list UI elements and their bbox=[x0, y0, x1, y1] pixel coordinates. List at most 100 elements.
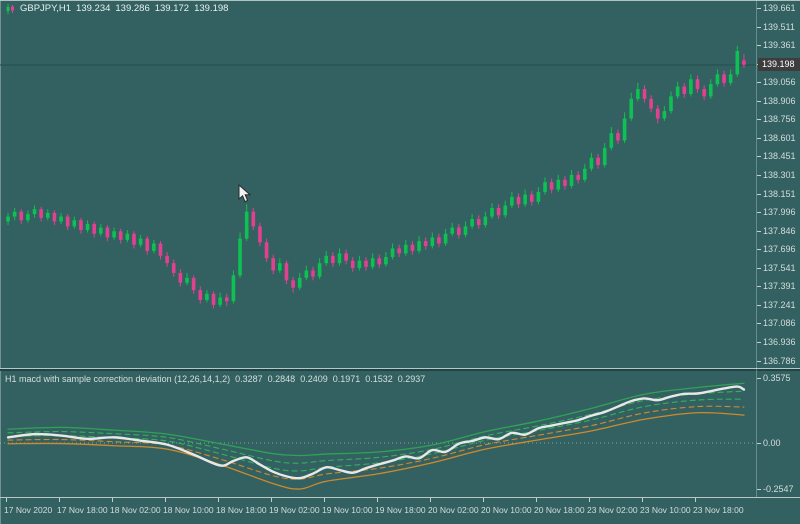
axis-tick bbox=[757, 82, 761, 84]
axis-tick bbox=[757, 267, 761, 269]
price-axis-label: 138.301 bbox=[763, 169, 796, 180]
price-axis-label: 138.906 bbox=[763, 95, 796, 106]
indicator-title: H1 macd with sample correction deviation… bbox=[5, 374, 231, 384]
indicator-value-3: 0.2409 bbox=[300, 374, 328, 384]
indicator-axis-label: -0.2547 bbox=[763, 484, 794, 494]
price-axis-label: 137.541 bbox=[763, 262, 796, 273]
time-tick bbox=[642, 498, 643, 502]
indicator-line-upper-band bbox=[7, 382, 745, 457]
price-axis-label: 137.391 bbox=[763, 281, 796, 292]
indicator-canvas bbox=[0, 382, 756, 490]
time-tick bbox=[324, 498, 325, 502]
time-axis-label: 23 Nov 18:00 bbox=[693, 505, 744, 515]
axis-tick bbox=[757, 230, 761, 232]
quote-open: 139.234 bbox=[76, 3, 111, 14]
indicator-axis-label: 0.3575 bbox=[763, 373, 791, 383]
time-tick bbox=[483, 498, 484, 502]
time-tick bbox=[589, 498, 590, 502]
price-axis-label: 137.996 bbox=[763, 207, 796, 218]
axis-tick bbox=[757, 249, 761, 251]
time-tick bbox=[271, 498, 272, 502]
price-axis[interactable]: 139.198 139.661139.511139.361139.211139.… bbox=[756, 0, 800, 497]
axis-tick bbox=[757, 8, 761, 9]
axis-tick bbox=[757, 174, 761, 176]
time-axis-label: 19 Nov 10:00 bbox=[322, 505, 373, 515]
candlestick-icon bbox=[5, 3, 15, 14]
time-axis-label: 23 Nov 10:00 bbox=[640, 505, 691, 515]
quote-symbol: GBPJPY,H1 bbox=[20, 3, 72, 14]
time-tick bbox=[59, 498, 60, 502]
axis-tick bbox=[757, 323, 761, 325]
price-axis-label: 138.451 bbox=[763, 151, 796, 162]
price-chart-area[interactable] bbox=[0, 0, 756, 368]
current-price-tag: 139.198 bbox=[758, 57, 800, 71]
price-axis-label: 138.151 bbox=[763, 188, 796, 199]
indicator-value-1: 0.3287 bbox=[235, 374, 263, 384]
axis-tick bbox=[757, 341, 761, 343]
current-price-value: 139.198 bbox=[762, 58, 795, 69]
indicator-value-6: 0.2937 bbox=[397, 374, 426, 384]
candlestick-series bbox=[6, 45, 746, 309]
price-axis-label: 137.696 bbox=[763, 244, 796, 255]
time-axis-label: 17 Nov 2020 bbox=[4, 505, 53, 515]
price-axis-label: 139.661 bbox=[763, 3, 796, 13]
indicator-value-2: 0.2848 bbox=[267, 374, 296, 384]
quote-high: 139.286 bbox=[115, 3, 150, 14]
axis-tick bbox=[757, 286, 761, 288]
axis-tick bbox=[757, 304, 761, 306]
price-axis-label: 139.511 bbox=[763, 21, 795, 32]
time-axis-label: 19 Nov 02:00 bbox=[269, 505, 320, 515]
axis-tick bbox=[757, 442, 761, 444]
price-axis-label: 138.756 bbox=[763, 114, 796, 125]
time-tick bbox=[165, 498, 166, 502]
axis-tick bbox=[757, 378, 761, 379]
axis-tick bbox=[757, 193, 761, 195]
price-axis-label: 136.786 bbox=[763, 355, 796, 366]
price-axis-label: 139.361 bbox=[763, 40, 796, 51]
axis-tick bbox=[757, 100, 761, 102]
time-axis-label: 18 Nov 02:00 bbox=[110, 505, 161, 515]
indicator-value-5: 0.1532 bbox=[365, 374, 393, 384]
time-axis-label: 18 Nov 18:00 bbox=[216, 505, 267, 515]
quote-low: 139.172 bbox=[154, 3, 190, 14]
price-axis-label: 136.936 bbox=[763, 336, 796, 347]
time-axis-label: 20 Nov 02:00 bbox=[428, 505, 479, 515]
indicator-axis-label: 0.00 bbox=[763, 437, 781, 448]
axis-tick bbox=[757, 489, 761, 490]
indicator-line-lower-mid-band bbox=[7, 405, 745, 480]
time-tick bbox=[6, 498, 7, 502]
time-tick bbox=[695, 498, 696, 502]
indicator-value-4: 0.1971 bbox=[332, 374, 361, 384]
time-axis[interactable]: 17 Nov 2020 17 Nov 18:00 18 Nov 02:00 18 No… bbox=[0, 497, 800, 524]
axis-tick bbox=[757, 156, 761, 158]
time-axis-label: 20 Nov 10:00 bbox=[481, 505, 532, 515]
indicator-label: H1 macd with sample correction deviation… bbox=[5, 374, 425, 384]
time-axis-label: 17 Nov 18:00 bbox=[57, 505, 108, 515]
time-axis-label: 18 Nov 10:00 bbox=[163, 505, 214, 515]
quote-close: 139.198 bbox=[194, 3, 229, 14]
time-tick bbox=[430, 498, 431, 502]
price-axis-label: 137.846 bbox=[763, 225, 796, 236]
price-axis-label: 138.601 bbox=[763, 132, 796, 143]
time-tick bbox=[218, 498, 219, 502]
axis-tick bbox=[757, 212, 761, 214]
indicator-window[interactable] bbox=[0, 371, 756, 497]
axis-tick bbox=[757, 360, 761, 362]
axis-tick bbox=[757, 26, 761, 28]
price-axis-label: 137.241 bbox=[763, 299, 796, 310]
price-axis-label: 137.086 bbox=[763, 318, 796, 329]
indicator-line-lower-band bbox=[7, 411, 745, 490]
indicator-line-center-band bbox=[7, 398, 745, 472]
time-tick bbox=[377, 498, 378, 502]
time-tick bbox=[536, 498, 537, 502]
time-tick bbox=[112, 498, 113, 502]
axis-tick bbox=[757, 45, 761, 47]
time-axis-label: 20 Nov 18:00 bbox=[534, 505, 585, 515]
axis-tick bbox=[757, 119, 761, 121]
window-separator[interactable] bbox=[0, 368, 800, 371]
indicator-line-macd-main bbox=[6, 385, 746, 480]
time-axis-label: 19 Nov 18:00 bbox=[375, 505, 426, 515]
indicator-line-upper-mid-band bbox=[7, 390, 745, 464]
price-axis-label: 139.056 bbox=[763, 77, 796, 88]
